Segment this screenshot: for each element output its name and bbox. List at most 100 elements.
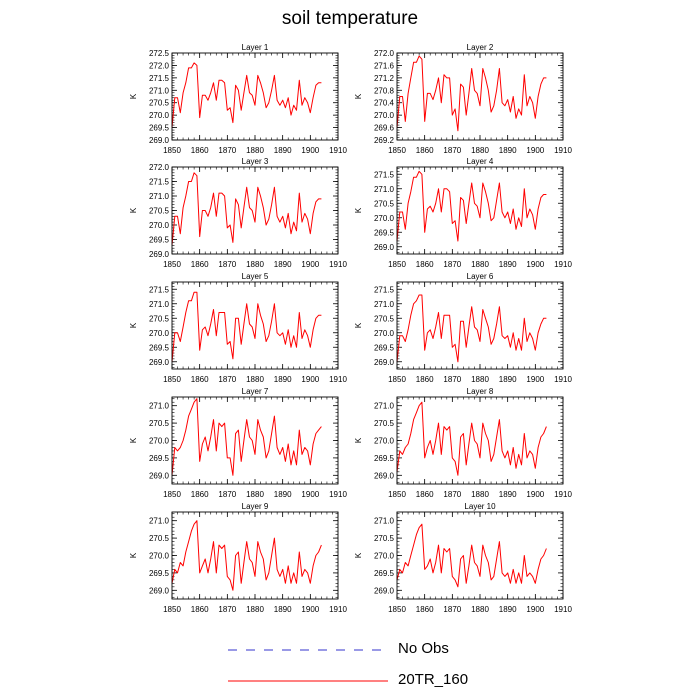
chart-panel-8: Layer 8 K 1850 1860 1870 1880 1890 1900 1910 269.… [354, 387, 572, 499]
x-tick-label: 1860 [191, 146, 209, 155]
y-tick-label: 272.5 [149, 49, 170, 58]
x-tick-label: 1850 [163, 260, 181, 269]
x-tick-label: 1890 [274, 260, 292, 269]
y-tick-label: 270.5 [149, 534, 170, 543]
panel-title: Layer 6 [467, 272, 494, 281]
x-tick-label: 1860 [191, 490, 209, 499]
plot-frame [396, 52, 564, 141]
y-tick-label: 270.0 [374, 214, 395, 223]
y-tick-label: 269.5 [374, 228, 395, 237]
main-title: soil temperature [281, 8, 419, 29]
x-tick-label: 1900 [301, 490, 319, 499]
x-tick-label: 1880 [246, 605, 264, 614]
y-tick-label: 269.0 [374, 586, 395, 595]
chart-panel-3: Layer 3 K 1850 1860 1870 1880 1890 1900 1910 269.… [129, 157, 347, 269]
x-tick-label: 1850 [163, 146, 181, 155]
y-tick-label: 270.4 [374, 99, 395, 108]
y-tick-label: 271.5 [149, 74, 170, 83]
x-tick-label: 1910 [329, 490, 347, 499]
plot-frame [171, 52, 339, 141]
x-tick-label: 1890 [499, 375, 517, 384]
x-tick-label: 1890 [499, 260, 517, 269]
x-tick-label: 1860 [416, 146, 434, 155]
x-tick-label: 1850 [388, 375, 406, 384]
x-tick-label: 1910 [329, 605, 347, 614]
plot-frame [396, 396, 564, 485]
x-tick-label: 1880 [471, 490, 489, 499]
y-tick-label: 270.5 [149, 314, 170, 323]
series-line [171, 398, 322, 476]
x-tick-label: 1880 [471, 375, 489, 384]
y-tick-label: 270.0 [149, 552, 170, 561]
y-axis-label: K [129, 322, 138, 328]
panel-title: Layer 7 [242, 387, 269, 396]
y-tick-label: 270.5 [374, 534, 395, 543]
x-tick-label: 1910 [554, 490, 572, 499]
legend-item-no-obs: No Obs [228, 640, 528, 660]
y-tick-label: 269.5 [149, 454, 170, 463]
chart-panel-7: Layer 7 K 1850 1860 1870 1880 1890 1900 1910 269.… [129, 387, 347, 499]
y-tick-label: 270.5 [149, 419, 170, 428]
x-tick-label: 1870 [443, 605, 461, 614]
y-tick-label: 269.5 [149, 569, 170, 578]
y-tick-label: 269.0 [149, 358, 170, 367]
y-tick-label: 269.0 [149, 471, 170, 480]
x-tick-label: 1900 [301, 146, 319, 155]
x-tick-label: 1900 [301, 375, 319, 384]
x-tick-label: 1910 [554, 146, 572, 155]
series-line [396, 170, 547, 242]
x-tick-label: 1910 [554, 260, 572, 269]
panel-title: Layer 9 [242, 502, 269, 511]
x-tick-label: 1880 [246, 490, 264, 499]
panel-grid: Layer 1 K 1850 1860 1870 1880 1890 1900 1910 269.… [129, 43, 572, 614]
y-tick-label: 272.0 [149, 163, 170, 172]
chart-panel-4: Layer 4 K 1850 1860 1870 1880 1890 1900 1910 269.… [354, 157, 572, 269]
y-tick-label: 271.6 [374, 61, 395, 70]
x-tick-label: 1850 [388, 146, 406, 155]
x-tick-label: 1880 [246, 375, 264, 384]
y-axis-label: K [354, 322, 363, 328]
series-line [396, 294, 547, 363]
chart-panel-10: Layer 10 K 1850 1860 1870 1880 1890 1900 1910 269… [354, 502, 572, 614]
x-tick-label: 1860 [416, 605, 434, 614]
x-tick-label: 1870 [218, 146, 236, 155]
panel-title: Layer 2 [467, 43, 494, 52]
x-tick-label: 1910 [554, 605, 572, 614]
y-tick-label: 270.0 [149, 329, 170, 338]
legend-label-20tr-160: 20TR_160 [398, 671, 469, 688]
plot-frame [171, 281, 339, 370]
plot-frame [396, 281, 564, 370]
y-tick-label: 269.5 [374, 343, 395, 352]
y-tick-label: 271.5 [149, 285, 170, 294]
x-tick-label: 1870 [443, 375, 461, 384]
y-tick-label: 269.0 [149, 250, 170, 259]
x-tick-label: 1880 [471, 605, 489, 614]
y-tick-label: 271.0 [149, 300, 170, 309]
panel-title: Layer 8 [467, 387, 494, 396]
y-tick-label: 271.0 [149, 402, 170, 411]
y-tick-label: 271.5 [149, 178, 170, 187]
panel-title: Layer 1 [242, 43, 269, 52]
legend-label-no-obs: No Obs [398, 640, 449, 657]
x-tick-label: 1890 [274, 146, 292, 155]
y-tick-label: 272.0 [374, 49, 395, 58]
y-axis-label: K [354, 552, 363, 558]
series-line [171, 172, 322, 246]
y-tick-label: 270.0 [374, 329, 395, 338]
y-tick-label: 271.0 [149, 86, 170, 95]
y-tick-label: 270.5 [374, 199, 395, 208]
y-tick-label: 270.5 [374, 419, 395, 428]
panel-title: Layer 3 [242, 157, 269, 166]
legend-swatch-20tr-160 [228, 680, 388, 682]
x-tick-label: 1890 [274, 375, 292, 384]
y-tick-label: 271.2 [374, 74, 395, 83]
x-tick-label: 1900 [301, 260, 319, 269]
x-tick-label: 1860 [416, 490, 434, 499]
y-tick-label: 270.8 [374, 86, 395, 95]
chart-panel-9: Layer 9 K 1850 1860 1870 1880 1890 1900 1910 269.… [129, 502, 347, 614]
x-tick-label: 1860 [191, 375, 209, 384]
x-tick-label: 1850 [388, 490, 406, 499]
y-tick-label: 269.5 [149, 236, 170, 245]
y-tick-label: 270.0 [374, 552, 395, 561]
series-line [396, 523, 547, 588]
